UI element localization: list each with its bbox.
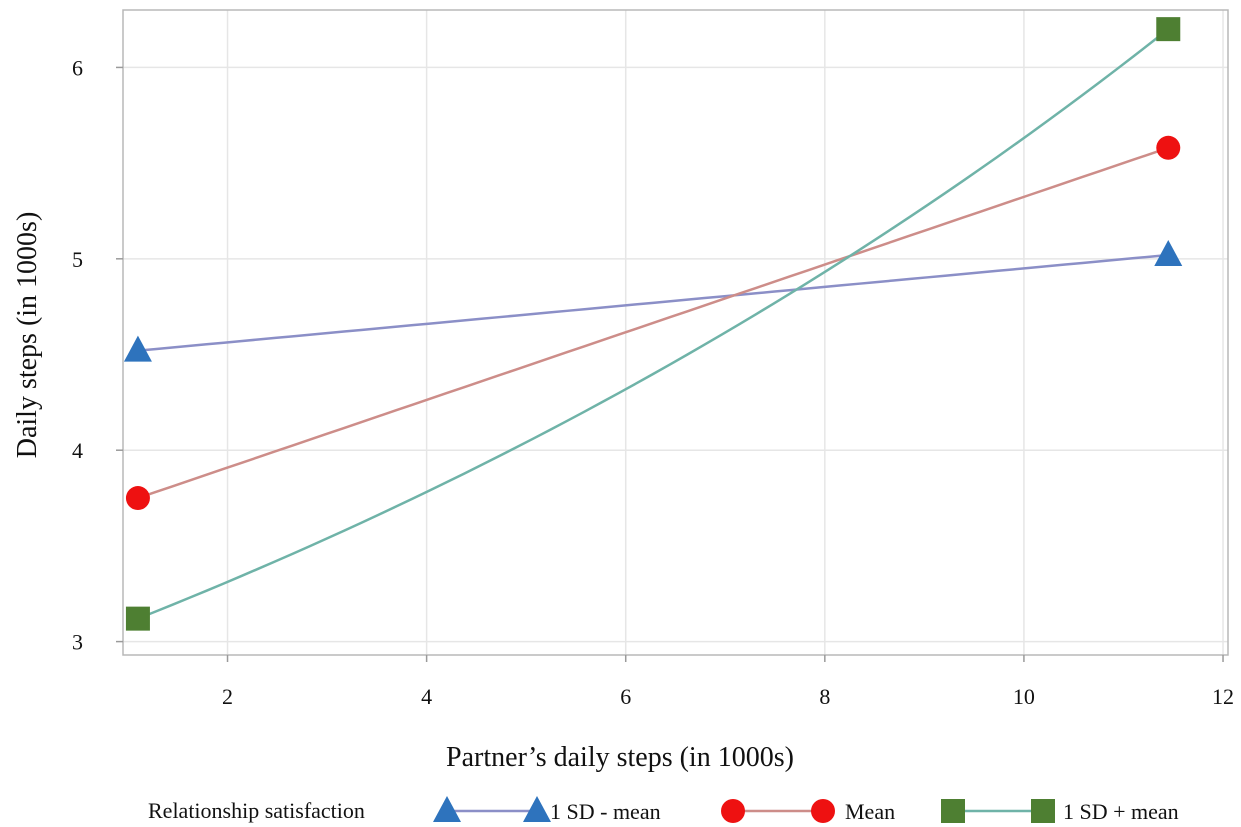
legend-marker-3 bbox=[1031, 799, 1055, 823]
series-line-2 bbox=[137, 146, 1169, 500]
series-line-3 bbox=[137, 28, 1170, 620]
legend-label-3: 1 SD + mean bbox=[1063, 799, 1179, 824]
legend: Relationship satisfaction 1 SD - mean Mea… bbox=[148, 796, 1179, 824]
x-tick-label: 4 bbox=[421, 684, 432, 709]
series-2-marker bbox=[125, 486, 150, 511]
series-line-1 bbox=[137, 253, 1169, 352]
series-markers bbox=[123, 17, 1183, 631]
axis-ticks: 2 4 6 8 10 12 3 4 5 6 bbox=[72, 55, 1234, 709]
legend-title: Relationship satisfaction bbox=[148, 798, 365, 823]
x-tick-label: 2 bbox=[222, 684, 233, 709]
legend-marker-2 bbox=[721, 799, 745, 823]
x-tick-label: 8 bbox=[819, 684, 830, 709]
x-axis-title: Partner’s daily steps (in 1000s) bbox=[446, 742, 794, 773]
y-tick-label: 4 bbox=[72, 438, 83, 463]
legend-marker-1 bbox=[523, 796, 551, 822]
y-axis-title: Daily steps (in 1000s) bbox=[12, 212, 43, 459]
plot-frame bbox=[122, 9, 1229, 656]
series-3-marker bbox=[125, 606, 150, 631]
y-tick-label: 5 bbox=[72, 247, 83, 272]
legend-marker-1 bbox=[433, 796, 461, 822]
grid bbox=[123, 10, 1228, 655]
y-tick-label: 3 bbox=[72, 630, 83, 655]
x-tick-label: 10 bbox=[1013, 684, 1035, 709]
series-1-marker bbox=[1154, 239, 1183, 266]
legend-marker-3 bbox=[941, 799, 965, 823]
x-tick-label: 6 bbox=[620, 684, 631, 709]
legend-items: 1 SD - mean Mean 1 SD + mean bbox=[433, 796, 1179, 824]
series-2-marker bbox=[1156, 135, 1181, 160]
series-1-marker bbox=[123, 335, 152, 362]
series-lines bbox=[137, 28, 1170, 620]
x-tick-label: 12 bbox=[1212, 684, 1234, 709]
series-3-marker bbox=[1156, 17, 1181, 42]
y-tick-label: 6 bbox=[72, 55, 83, 80]
legend-marker-2 bbox=[811, 799, 835, 823]
legend-label-1: 1 SD - mean bbox=[550, 799, 661, 824]
legend-label-2: Mean bbox=[845, 799, 895, 824]
